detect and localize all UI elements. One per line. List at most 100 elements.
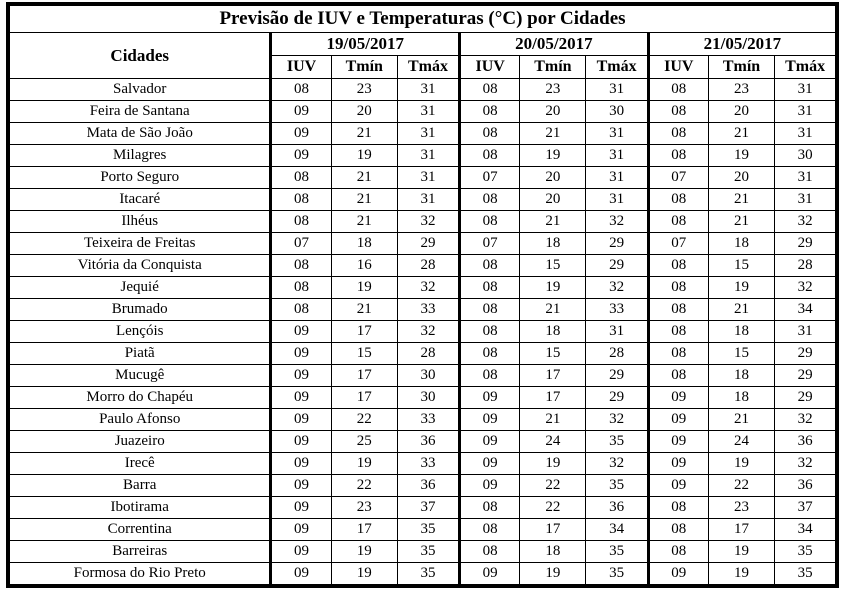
value-cell: 20 <box>519 166 587 189</box>
value-cell: 23 <box>330 496 398 519</box>
value-cell: 08 <box>458 276 521 299</box>
city-cell: Ilhéus <box>7 210 272 233</box>
value-cell: 32 <box>585 408 649 431</box>
city-cell: Morro do Chapéu <box>7 386 272 409</box>
table-header: Previsão de IUV e Temperaturas (°C) por … <box>7 3 838 79</box>
value-cell: 18 <box>519 540 587 563</box>
value-cell: 35 <box>585 430 649 453</box>
value-cell: 21 <box>519 408 587 431</box>
value-cell: 07 <box>646 166 709 189</box>
value-cell: 08 <box>458 78 521 101</box>
page-title: Previsão de IUV e Temperaturas (°C) por … <box>7 3 838 33</box>
value-cell: 17 <box>330 518 398 541</box>
value-cell: 21 <box>330 122 398 145</box>
value-cell: 35 <box>774 562 838 587</box>
value-cell: 08 <box>646 342 709 365</box>
value-cell: 09 <box>269 408 332 431</box>
title-row: Previsão de IUV e Temperaturas (°C) por … <box>7 3 838 33</box>
value-cell: 08 <box>646 144 709 167</box>
value-cell: 31 <box>774 122 838 145</box>
value-cell: 35 <box>396 540 461 563</box>
city-cell: Salvador <box>7 78 272 101</box>
value-cell: 08 <box>458 364 521 387</box>
iuv-header: IUV <box>646 55 709 79</box>
table-row: Lençóis 09 17 32 08 18 31 08 18 31 <box>7 320 838 343</box>
value-cell: 08 <box>458 210 521 233</box>
value-cell: 19 <box>519 276 587 299</box>
value-cell: 08 <box>458 254 521 277</box>
table-row: Milagres 09 19 31 08 19 31 08 19 30 <box>7 144 838 167</box>
value-cell: 09 <box>269 320 332 343</box>
value-cell: 08 <box>646 276 709 299</box>
value-cell: 08 <box>646 122 709 145</box>
value-cell: 33 <box>396 298 461 321</box>
value-cell: 09 <box>646 430 709 453</box>
value-cell: 09 <box>269 430 332 453</box>
value-cell: 09 <box>269 386 332 409</box>
value-cell: 17 <box>519 364 587 387</box>
value-cell: 31 <box>396 144 461 167</box>
value-cell: 19 <box>519 562 587 587</box>
city-cell: Barreiras <box>7 540 272 563</box>
city-cell: Irecê <box>7 452 272 475</box>
value-cell: 31 <box>585 144 649 167</box>
value-cell: 19 <box>707 452 776 475</box>
table-row: Juazeiro 09 25 36 09 24 35 09 24 36 <box>7 430 838 453</box>
value-cell: 20 <box>707 100 776 123</box>
value-cell: 32 <box>396 320 461 343</box>
city-cell: Mucugê <box>7 364 272 387</box>
value-cell: 09 <box>458 386 521 409</box>
value-cell: 09 <box>269 100 332 123</box>
value-cell: 09 <box>269 122 332 145</box>
value-cell: 08 <box>458 188 521 211</box>
value-cell: 21 <box>707 188 776 211</box>
table-row: Salvador 08 23 31 08 23 31 08 23 31 <box>7 78 838 101</box>
city-cell: Itacaré <box>7 188 272 211</box>
value-cell: 19 <box>330 452 398 475</box>
table-row: Ibotirama 09 23 37 08 22 36 08 23 37 <box>7 496 838 519</box>
value-cell: 16 <box>330 254 398 277</box>
value-cell: 29 <box>774 364 838 387</box>
value-cell: 07 <box>458 166 521 189</box>
value-cell: 19 <box>330 144 398 167</box>
city-cell: Formosa do Rio Preto <box>7 562 272 587</box>
value-cell: 09 <box>646 386 709 409</box>
value-cell: 08 <box>458 100 521 123</box>
value-cell: 17 <box>330 364 398 387</box>
value-cell: 21 <box>519 122 587 145</box>
value-cell: 31 <box>396 100 461 123</box>
value-cell: 35 <box>774 540 838 563</box>
table-row: Correntina 09 17 35 08 17 34 08 17 34 <box>7 518 838 541</box>
value-cell: 08 <box>458 540 521 563</box>
value-cell: 17 <box>330 386 398 409</box>
value-cell: 08 <box>458 320 521 343</box>
value-cell: 29 <box>774 342 838 365</box>
tmin-header: Tmín <box>330 55 398 79</box>
value-cell: 08 <box>269 188 332 211</box>
column-header-cities: Cidades <box>7 32 272 79</box>
value-cell: 15 <box>707 254 776 277</box>
table-row: Barreiras 09 19 35 08 18 35 08 19 35 <box>7 540 838 563</box>
city-cell: Juazeiro <box>7 430 272 453</box>
value-cell: 09 <box>646 474 709 497</box>
value-cell: 07 <box>646 232 709 255</box>
value-cell: 29 <box>585 386 649 409</box>
value-cell: 08 <box>269 210 332 233</box>
value-cell: 35 <box>396 518 461 541</box>
table-row: Morro do Chapéu 09 17 30 09 17 29 09 18 29 <box>7 386 838 409</box>
table-row: Mata de São João 09 21 31 08 21 31 08 21 31 <box>7 122 838 145</box>
value-cell: 08 <box>458 342 521 365</box>
value-cell: 19 <box>707 540 776 563</box>
value-cell: 09 <box>269 518 332 541</box>
value-cell: 33 <box>396 452 461 475</box>
value-cell: 08 <box>646 496 709 519</box>
value-cell: 09 <box>646 562 709 587</box>
city-cell: Correntina <box>7 518 272 541</box>
value-cell: 36 <box>396 474 461 497</box>
value-cell: 19 <box>330 562 398 587</box>
iuv-header: IUV <box>269 55 332 79</box>
value-cell: 09 <box>269 562 332 587</box>
value-cell: 18 <box>707 364 776 387</box>
value-cell: 08 <box>458 122 521 145</box>
value-cell: 07 <box>458 232 521 255</box>
